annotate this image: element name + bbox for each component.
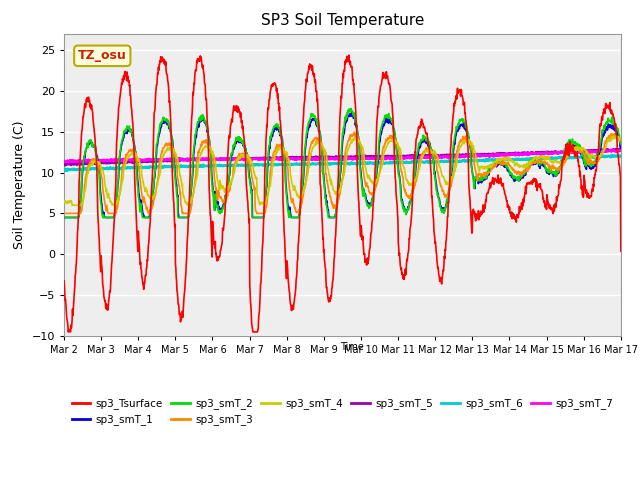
sp3_smT_3 (170, 150, 178, 156)
sp3_Tsurface (429, 216, 437, 222)
sp3_smT_7 (171, 156, 179, 162)
sp3_smT_5 (429, 154, 437, 159)
sp3_smT_4 (68, 203, 76, 208)
sp3_smT_1 (60, 215, 68, 220)
sp3_Tsurface (184, 219, 192, 225)
sp3_smT_4 (60, 198, 68, 204)
sp3_smT_7 (617, 147, 625, 153)
Line: sp3_smT_4: sp3_smT_4 (64, 136, 621, 205)
sp3_smT_7 (551, 150, 559, 156)
sp3_smT_4 (171, 150, 179, 156)
sp3_smT_3 (246, 162, 254, 168)
sp3_Tsurface (246, 299, 254, 305)
sp3_smT_3 (617, 137, 625, 143)
sp3_smT_2 (60, 215, 68, 220)
sp3_smT_2 (429, 159, 437, 165)
sp3_Tsurface (171, 224, 179, 229)
sp3_smT_2 (348, 106, 355, 111)
sp3_smT_1 (429, 155, 437, 160)
sp3_smT_1 (170, 159, 178, 165)
Text: TZ_osu: TZ_osu (78, 49, 127, 62)
sp3_Tsurface (502, 196, 510, 202)
sp3_smT_2 (551, 171, 559, 177)
Line: sp3_smT_2: sp3_smT_2 (64, 108, 621, 217)
sp3_smT_1 (502, 163, 509, 169)
Line: sp3_Tsurface: sp3_Tsurface (64, 55, 621, 332)
sp3_smT_5 (184, 157, 192, 163)
sp3_smT_2 (170, 168, 178, 173)
sp3_smT_3 (502, 160, 509, 166)
sp3_smT_1 (348, 110, 355, 116)
Legend: sp3_Tsurface, sp3_smT_1, sp3_smT_2, sp3_smT_3, sp3_smT_4, sp3_smT_5, sp3_smT_6, : sp3_Tsurface, sp3_smT_1, sp3_smT_2, sp3_… (68, 394, 617, 430)
sp3_smT_4 (551, 157, 559, 163)
sp3_smT_1 (184, 215, 191, 220)
sp3_smT_5 (551, 149, 559, 155)
sp3_smT_5 (246, 156, 254, 161)
sp3_smT_7 (184, 157, 192, 163)
sp3_smT_2 (184, 215, 191, 220)
sp3_smT_6 (184, 163, 192, 169)
sp3_smT_3 (551, 165, 559, 170)
sp3_Tsurface (65, 329, 72, 335)
sp3_smT_7 (60, 158, 68, 164)
sp3_smT_4 (612, 133, 620, 139)
sp3_Tsurface (345, 52, 353, 58)
sp3_smT_6 (246, 162, 254, 168)
Line: sp3_smT_3: sp3_smT_3 (64, 132, 621, 214)
sp3_smT_6 (609, 152, 616, 158)
sp3_smT_7 (429, 154, 437, 159)
sp3_smT_1 (246, 179, 254, 184)
sp3_smT_6 (171, 164, 179, 169)
sp3_smT_6 (617, 153, 625, 159)
sp3_smT_6 (429, 159, 437, 165)
Y-axis label: Soil Temperature (C): Soil Temperature (C) (13, 120, 26, 249)
sp3_smT_6 (551, 155, 559, 161)
sp3_smT_4 (184, 203, 192, 208)
sp3_smT_3 (60, 211, 68, 216)
sp3_smT_4 (246, 156, 254, 162)
sp3_smT_4 (502, 157, 509, 163)
sp3_smT_5 (60, 161, 68, 167)
sp3_smT_5 (171, 158, 179, 164)
sp3_smT_3 (350, 129, 358, 135)
sp3_smT_2 (502, 163, 509, 169)
sp3_smT_4 (617, 137, 625, 143)
sp3_smT_2 (246, 181, 254, 187)
sp3_smT_1 (551, 171, 559, 177)
sp3_smT_5 (617, 146, 625, 152)
sp3_smT_4 (429, 149, 437, 155)
sp3_smT_7 (616, 147, 624, 153)
Title: SP3 Soil Temperature: SP3 Soil Temperature (260, 13, 424, 28)
sp3_smT_6 (502, 157, 509, 163)
sp3_smT_7 (61, 159, 68, 165)
sp3_smT_3 (184, 211, 191, 216)
Line: sp3_smT_5: sp3_smT_5 (64, 149, 621, 166)
sp3_smT_1 (617, 145, 625, 151)
sp3_smT_7 (502, 152, 509, 157)
sp3_smT_3 (429, 151, 437, 156)
Line: sp3_smT_7: sp3_smT_7 (64, 150, 621, 162)
Line: sp3_smT_6: sp3_smT_6 (64, 155, 621, 171)
sp3_Tsurface (60, 278, 68, 284)
Text: Time: Time (340, 342, 364, 352)
sp3_Tsurface (617, 248, 625, 254)
Line: sp3_smT_1: sp3_smT_1 (64, 113, 621, 217)
sp3_smT_7 (246, 156, 254, 162)
sp3_smT_2 (617, 141, 625, 146)
sp3_Tsurface (552, 201, 559, 206)
sp3_smT_6 (60, 167, 68, 172)
sp3_smT_5 (502, 151, 509, 157)
sp3_smT_5 (61, 163, 69, 168)
sp3_smT_6 (63, 168, 70, 174)
